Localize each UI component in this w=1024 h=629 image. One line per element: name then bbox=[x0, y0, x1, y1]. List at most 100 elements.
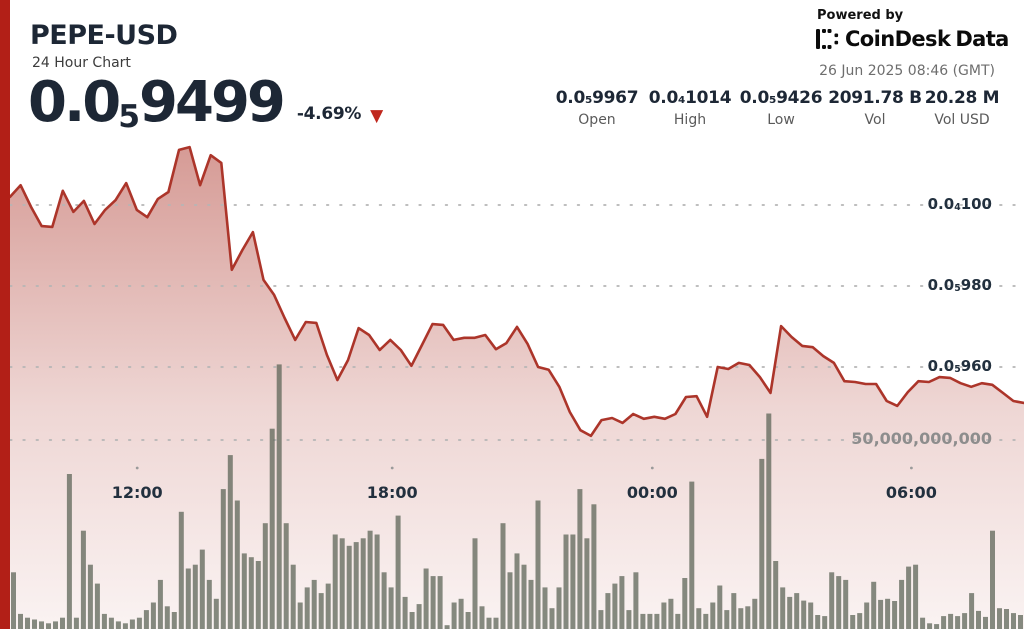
volume-bar bbox=[843, 579, 849, 629]
x-tick-dot bbox=[390, 466, 394, 470]
volume-bar bbox=[633, 572, 639, 629]
volume-bar bbox=[458, 598, 464, 629]
volume-bar bbox=[822, 616, 828, 629]
powered-by-label: Powered by bbox=[817, 8, 904, 23]
volume-bar bbox=[276, 364, 282, 629]
x-axis-label-2: 00:00 bbox=[626, 483, 678, 502]
volume-bar bbox=[227, 455, 233, 629]
volume-bar bbox=[836, 576, 842, 629]
volume-bar bbox=[388, 587, 394, 629]
volume-bar bbox=[983, 616, 988, 629]
volume-bar bbox=[66, 474, 72, 629]
x-tick-dot bbox=[910, 466, 913, 470]
volume-bar bbox=[563, 534, 569, 629]
x-tick-dot bbox=[135, 466, 139, 470]
stat-vol-label: Vol bbox=[864, 112, 886, 128]
pair-title: PEPE-USD bbox=[30, 20, 178, 51]
volume-bar bbox=[892, 601, 898, 629]
volume-bar bbox=[899, 579, 905, 629]
volume-bar bbox=[220, 489, 226, 629]
volume-bar bbox=[514, 553, 520, 629]
volume-bar bbox=[437, 576, 443, 629]
price-subscript: 5 bbox=[118, 99, 140, 136]
brand-data-text: Data bbox=[955, 27, 1009, 51]
volume-bar bbox=[689, 481, 695, 629]
volume-bar bbox=[640, 613, 646, 629]
stat-open-label: Open bbox=[578, 112, 616, 128]
volume-bar bbox=[164, 606, 170, 629]
volume-bar bbox=[745, 606, 751, 629]
volume-bar bbox=[703, 613, 709, 629]
volume-bar bbox=[570, 534, 576, 629]
volume-bar bbox=[626, 610, 632, 629]
volume-bar bbox=[395, 515, 401, 629]
volume-bar bbox=[969, 593, 975, 629]
volume-bar bbox=[157, 579, 163, 629]
volume-bar bbox=[675, 613, 681, 629]
volume-bar bbox=[871, 581, 877, 629]
volume-bar bbox=[493, 617, 499, 629]
volume-bar bbox=[997, 608, 1002, 629]
left-accent-bar bbox=[0, 0, 10, 629]
volume-bar bbox=[941, 616, 947, 629]
volume-bar bbox=[171, 612, 177, 629]
x-axis-label-0: 12:00 bbox=[111, 483, 163, 502]
volume-bar bbox=[451, 602, 457, 629]
volume-bar bbox=[605, 593, 611, 629]
volume-bar bbox=[53, 621, 58, 629]
volume-bar bbox=[269, 428, 275, 629]
volume-bar bbox=[1011, 613, 1016, 629]
volume-bar bbox=[367, 530, 373, 629]
stat-vol-usd: 20.28 M Vol USD bbox=[925, 88, 1000, 128]
volume-bar bbox=[913, 564, 919, 629]
volume-bar bbox=[381, 572, 387, 629]
volume-bar bbox=[955, 616, 961, 629]
volume-bar bbox=[801, 600, 807, 629]
volume-bar bbox=[815, 615, 821, 629]
volume-bar bbox=[948, 613, 954, 629]
volume-bar bbox=[129, 619, 135, 629]
volume-bar bbox=[864, 602, 870, 629]
last-price-row: 0.059499 -4.69% ▼ bbox=[28, 70, 383, 136]
stat-open-value: 0.0₅9967 bbox=[555, 88, 639, 108]
volume-bar bbox=[752, 598, 758, 629]
volume-bar bbox=[143, 610, 149, 629]
volume-bar bbox=[409, 612, 415, 629]
volume-bar bbox=[185, 568, 191, 629]
volume-bar bbox=[598, 610, 604, 629]
volume-bar bbox=[32, 619, 37, 629]
volume-bar bbox=[850, 615, 856, 629]
volume-bar bbox=[920, 617, 926, 629]
coindesk-logo-icon bbox=[816, 29, 839, 49]
x-axis-label-1: 18:00 bbox=[366, 483, 418, 502]
volume-bar bbox=[444, 625, 450, 629]
volume-bar bbox=[612, 583, 618, 629]
volume-bar bbox=[556, 587, 562, 629]
stat-vol-value: 2091.78 B bbox=[828, 88, 922, 108]
volume-axis-label: 50,000,000,000 bbox=[851, 429, 992, 448]
chart-subtitle: 24 Hour Chart bbox=[32, 55, 131, 71]
volume-bar bbox=[60, 617, 65, 629]
volume-bar bbox=[178, 511, 184, 629]
volume-bar bbox=[507, 572, 513, 629]
stat-high-value: 0.0₄1014 bbox=[648, 88, 732, 108]
volume-bar bbox=[773, 561, 779, 629]
y-axis-label-2: 0.05960 bbox=[927, 357, 992, 376]
volume-bar bbox=[472, 538, 478, 629]
volume-bar bbox=[234, 500, 240, 629]
timestamp: 26 Jun 2025 08:46 (GMT) bbox=[819, 63, 995, 79]
volume-bar bbox=[108, 617, 114, 629]
volume-bar bbox=[94, 583, 100, 629]
volume-bar bbox=[857, 613, 863, 629]
volume-bar bbox=[122, 623, 128, 629]
volume-bar bbox=[878, 599, 884, 629]
volume-bar bbox=[885, 598, 891, 629]
stat-low: 0.0₅9426 Low bbox=[740, 88, 823, 128]
volume-bar bbox=[696, 608, 702, 629]
volume-bar bbox=[241, 553, 247, 629]
stat-high-label: High bbox=[673, 112, 707, 128]
volume-bar bbox=[521, 564, 527, 629]
last-price: 0.059499 bbox=[28, 70, 286, 136]
